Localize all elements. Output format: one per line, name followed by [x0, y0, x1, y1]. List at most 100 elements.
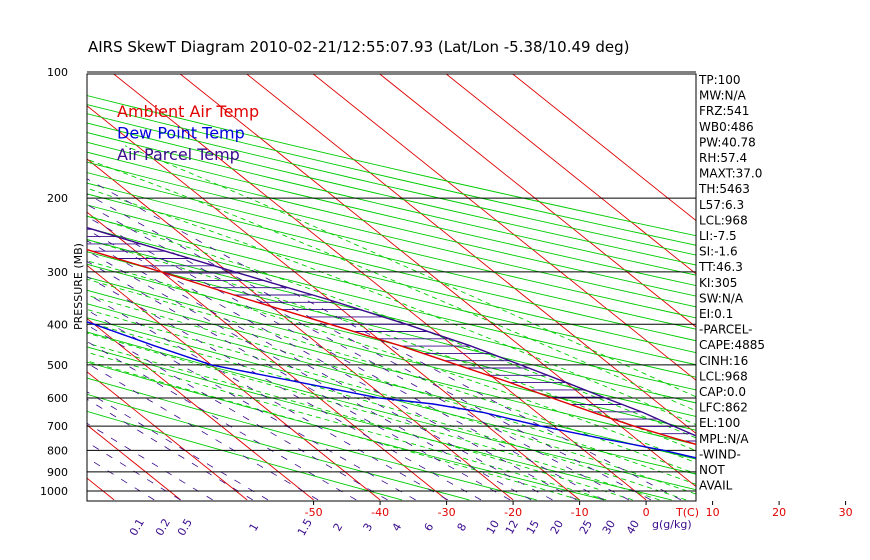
isotherm-line — [512, 74, 696, 222]
index-entry: L57:6.3 — [699, 198, 744, 212]
series-line — [87, 226, 696, 437]
mixing-ratio-line — [87, 204, 629, 501]
index-entry: CAP:0.0 — [699, 385, 746, 399]
mixing-ratio-tick-label: 40 — [624, 518, 642, 537]
isotherm-line — [312, 74, 696, 381]
index-entry: TP:100 — [698, 73, 741, 87]
dry-adiabat-line — [87, 410, 403, 501]
bottom-temp-tick-labels: -50 -40 -30 -20 -10 0 10 20 30 — [305, 501, 853, 519]
isotherm-line — [445, 74, 696, 275]
x-axis-temp-label: T(C) — [675, 506, 699, 519]
dry-adiabat-line — [87, 239, 696, 391]
index-entry: FRZ:541 — [699, 104, 749, 118]
pressure-tick-label: 400 — [47, 318, 68, 331]
index-entry: CAPE:4885 — [699, 338, 765, 352]
x-axis-mixing-ratio-label: g(g/kg) — [652, 518, 692, 531]
legend-entry: Air Parcel Temp — [117, 145, 240, 164]
isotherm-line — [87, 211, 447, 501]
isotherm-line — [87, 371, 248, 501]
pressure-tick-label: 600 — [47, 392, 68, 405]
cape-hatch-area — [87, 228, 696, 442]
isobar-lines — [86, 71, 697, 502]
dry-adiabat-line — [87, 303, 696, 460]
dry-adiabat-line — [87, 289, 696, 445]
index-entry: RH:57.4 — [699, 151, 747, 165]
index-entry: WB0:486 — [699, 120, 754, 134]
y-axis-label: PRESSURE (MB) — [72, 243, 85, 330]
index-entry: SI:-1.6 — [699, 245, 738, 259]
index-entry: TT:46.3 — [698, 260, 743, 274]
bottom-temp-tick-label: -30 — [438, 506, 456, 519]
index-entry: MPL:N/A — [699, 432, 749, 446]
dry-adiabat-line — [87, 346, 672, 501]
index-entry: -WIND- — [699, 447, 741, 461]
series-line — [87, 248, 696, 446]
pressure-tick-label: 200 — [47, 192, 68, 205]
dry-adiabat-line — [87, 172, 696, 319]
bottom-temp-tick-label: 20 — [772, 506, 786, 519]
mixing-ratio-line — [87, 293, 448, 501]
mixing-ratio-line — [87, 260, 511, 501]
dry-adiabat-line — [87, 331, 696, 491]
isotherm-line — [87, 264, 381, 501]
dry-adiabat-line — [87, 122, 696, 266]
index-entry: NOT — [699, 463, 725, 477]
pressure-tick-label: 700 — [47, 420, 68, 433]
bottom-temp-tick-label: -50 — [305, 506, 323, 519]
bottom-temp-tick-label: -20 — [504, 506, 522, 519]
bottom-temp-tick-label: -40 — [371, 506, 389, 519]
mixing-ratio-line — [87, 178, 682, 501]
pressure-tick-labels: 100 200 300 400 500 600 700 800 900 1000 — [40, 66, 68, 498]
index-entry: MW:N/A — [699, 89, 747, 103]
dry-adiabat-line — [87, 161, 696, 308]
sounding-series — [87, 226, 696, 459]
isotherm-line — [379, 74, 696, 328]
pressure-tick-label: 100 — [47, 66, 68, 79]
legend: Ambient Air Temp Dew Point Temp Air Parcel… — [117, 102, 259, 164]
index-entry: SW:N/A — [699, 291, 744, 305]
mixing-ratio-tick-label: 25 — [577, 518, 595, 537]
dry-adiabat-line — [87, 251, 696, 404]
index-entry: CINH:16 — [699, 354, 748, 368]
dry-adiabat-line — [87, 151, 696, 297]
dry-adiabat-line — [87, 193, 696, 342]
isotherm-line — [179, 74, 696, 488]
dry-adiabat-line — [87, 276, 696, 431]
dry-adiabat-line — [87, 204, 696, 354]
dry-adiabat-line — [87, 263, 696, 417]
index-entry: MAXT:37.0 — [699, 167, 762, 181]
dry-adiabat-line — [87, 141, 696, 286]
pressure-tick-label: 800 — [47, 444, 68, 457]
index-entry: EI:0.1 — [699, 307, 733, 321]
dry-adiabat-line — [87, 215, 696, 366]
index-entry: LFC:862 — [699, 401, 748, 415]
chart-title: AIRS SkewT Diagram 2010-02-21/12:55:07.9… — [88, 38, 629, 56]
dry-adiabat-line — [87, 104, 696, 246]
index-entry: LCL:968 — [699, 213, 748, 227]
dry-adiabat-line — [87, 361, 605, 501]
dry-adiabat-line — [87, 393, 470, 501]
index-entry: LCL:968 — [699, 369, 748, 383]
mixing-ratio-line — [87, 216, 604, 501]
mixing-ratio-line — [87, 193, 652, 501]
dry-adiabat-line — [87, 227, 696, 378]
dry-adiabat-line — [87, 317, 696, 475]
mixing-ratio-tick-label: 10 — [484, 518, 502, 537]
plot-frame — [86, 73, 697, 502]
pressure-tick-label: 1000 — [40, 485, 68, 498]
index-entry: KI:305 — [699, 276, 737, 290]
bottom-temp-tick-label: 10 — [706, 506, 720, 519]
mixing-ratio-tick-label: 30 — [600, 518, 618, 537]
dry-adiabat-line — [87, 132, 696, 276]
index-entry: -PARCEL- — [699, 323, 753, 337]
index-entry: LI:-7.5 — [699, 229, 737, 243]
dry-adiabat-line — [87, 113, 696, 256]
index-entry: AVAIL — [699, 479, 733, 493]
mixing-ratio-line — [87, 276, 482, 501]
pressure-tick-label: 900 — [47, 466, 68, 479]
isotherm-line — [87, 158, 514, 501]
index-entry: TH:5463 — [698, 182, 750, 196]
index-entry: EL:100 — [699, 416, 740, 430]
